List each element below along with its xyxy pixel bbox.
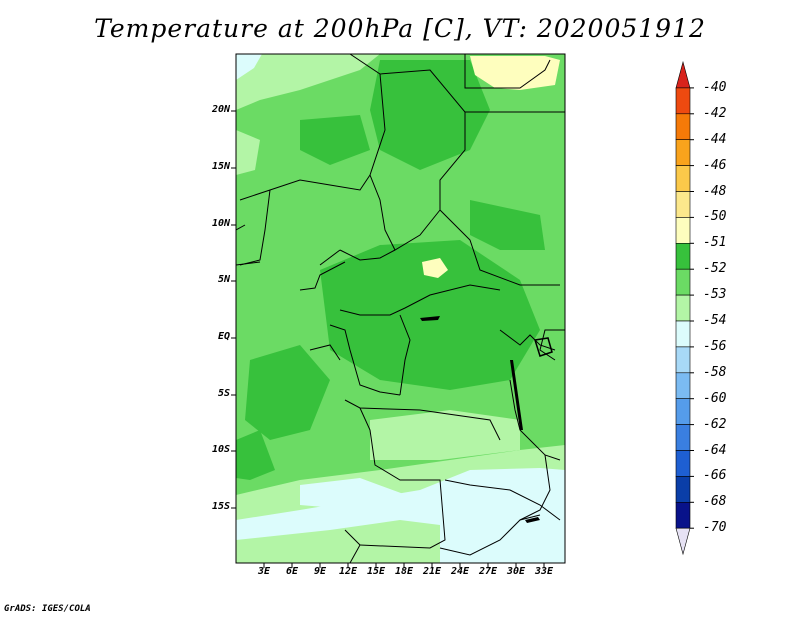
- lat-label: 5N: [217, 274, 230, 285]
- lon-label: 24E: [450, 566, 470, 577]
- lakes: [420, 316, 553, 523]
- colorbar-label: -40: [703, 79, 727, 95]
- map-frame: [235, 53, 566, 564]
- lat-ticks: [231, 110, 236, 509]
- colorbar-label: -44: [703, 131, 727, 147]
- colorbar-label: -58: [703, 364, 727, 380]
- colorbar-swatch: [675, 372, 691, 399]
- credit-text: GrADS: IGES/COLA: [4, 604, 91, 614]
- colorbar-swatch: [675, 320, 691, 348]
- lon-label: 18E: [394, 566, 414, 577]
- colorbar-label: -53: [703, 287, 727, 303]
- temperature-field: [236, 54, 565, 563]
- colorbar-label: -51: [703, 235, 727, 251]
- colorbar-swatch: [675, 294, 691, 322]
- colorbar-swatch: [675, 87, 691, 115]
- colorbar-label: -62: [703, 416, 727, 432]
- lat-label: 20N: [211, 104, 230, 115]
- colorbar-label: -60: [703, 390, 727, 406]
- lon-label: 9E: [313, 566, 327, 577]
- colorbar-swatch: [675, 398, 691, 425]
- lat-label: 5S: [217, 388, 230, 399]
- colorbar-label: -46: [703, 157, 727, 173]
- lat-label: 10N: [211, 218, 230, 229]
- colorbar-label: -54: [703, 313, 727, 328]
- colorbar-swatch: [675, 191, 691, 218]
- colorbar-label: -70: [703, 520, 727, 536]
- colorbar-label: -56: [703, 338, 727, 354]
- lat-label: 10S: [211, 444, 230, 455]
- colorbar-swatch: [675, 346, 691, 374]
- lat-label: 15N: [211, 161, 230, 172]
- colorbar-swatch: [675, 165, 691, 192]
- colorbar-swatch: [675, 501, 691, 529]
- colorbar-swatch: [675, 217, 691, 244]
- colorbar-swatch: [675, 113, 691, 141]
- colorbar-label: -52: [703, 261, 727, 277]
- lon-label: 6E: [285, 566, 299, 577]
- country-borders: [236, 54, 565, 563]
- lon-label: 30E: [506, 566, 526, 577]
- lat-label: 15S: [211, 501, 230, 512]
- lon-label: 12E: [338, 566, 358, 577]
- lat-label: EQ: [217, 331, 230, 342]
- colorbar-label: -66: [703, 468, 727, 484]
- colorbar: [675, 60, 694, 556]
- lon-label: 15E: [366, 566, 386, 577]
- colorbar-swatch: [675, 424, 691, 451]
- colorbar-label: -68: [703, 494, 727, 510]
- lon-label: 27E: [478, 566, 498, 577]
- colorbar-label: -42: [703, 105, 727, 121]
- colorbar-swatch: [675, 243, 691, 270]
- colorbar-swatch: [675, 139, 691, 166]
- colorbar-swatch: [675, 476, 691, 503]
- lon-label: 33E: [534, 566, 554, 577]
- colorbar-label: -64: [703, 442, 727, 458]
- map-title: Temperature at 200hPa [C], VT: 202005191…: [94, 14, 706, 43]
- colorbar-label: -48: [703, 183, 727, 199]
- colorbar-swatch: [675, 60, 691, 89]
- colorbar-swatch: [675, 527, 691, 556]
- colorbar-swatch: [675, 268, 691, 296]
- colorbar-label: -50: [703, 209, 727, 225]
- colorbar-swatch: [675, 450, 691, 477]
- lon-ticks: [263, 563, 545, 568]
- lon-label: 21E: [422, 566, 442, 577]
- lon-label: 3E: [257, 566, 271, 577]
